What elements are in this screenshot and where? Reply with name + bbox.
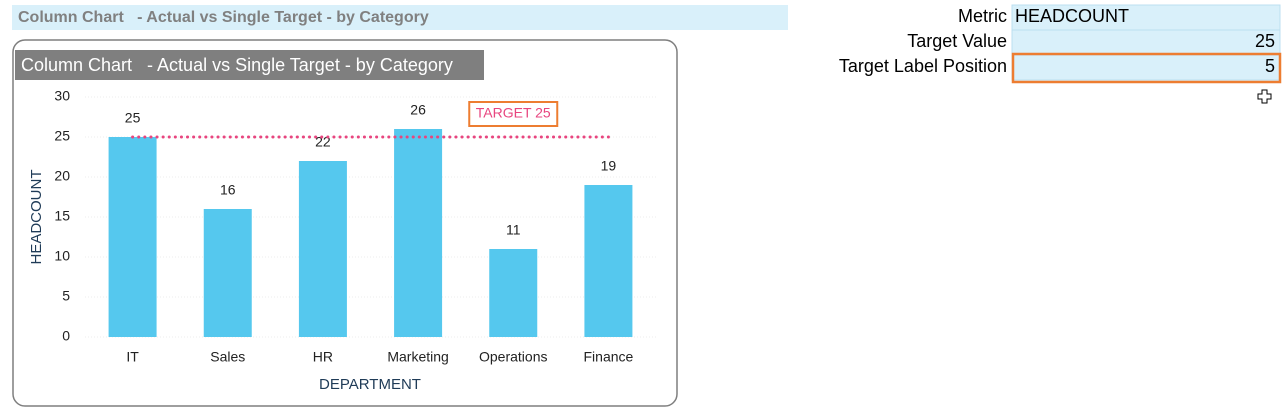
cell-value: 5 xyxy=(1265,56,1275,76)
x-tick-label: IT xyxy=(126,349,139,365)
selected-cell xyxy=(1011,52,1282,84)
bar xyxy=(394,129,443,337)
y-tick-label: 0 xyxy=(62,328,70,344)
bar xyxy=(203,209,252,337)
bar xyxy=(108,137,157,337)
y-tick-label: 15 xyxy=(54,208,70,224)
sheet: Metric HEADCOUNT Target Value 25 Target Labe… xyxy=(839,4,1282,84)
y-tick-label: 10 xyxy=(54,248,70,264)
data-label: 19 xyxy=(601,158,617,174)
cell xyxy=(1011,54,1281,81)
row-label: Target Label Position xyxy=(839,56,1007,76)
cell-value: 25 xyxy=(1255,31,1275,51)
cell xyxy=(1011,4,1281,31)
y-tick-label: 20 xyxy=(54,168,70,184)
x-tick-label: Finance xyxy=(584,349,634,365)
chart-title-box xyxy=(15,50,484,80)
row-label: Metric xyxy=(958,6,1007,26)
x-tick-label: Sales xyxy=(210,349,245,365)
cell xyxy=(1011,29,1281,56)
x-tick-label: HR xyxy=(313,349,333,365)
bar xyxy=(584,185,633,337)
y-tick-label: 25 xyxy=(54,128,70,144)
chart-title: Column Chart - Actual vs Single Target -… xyxy=(21,55,453,75)
y-axis-label: HEADCOUNT xyxy=(28,169,45,264)
bar xyxy=(298,161,347,337)
data-label: 11 xyxy=(506,222,521,238)
x-axis-label: DEPARTMENT xyxy=(319,376,421,393)
target-label-box xyxy=(468,101,559,127)
banner xyxy=(12,5,788,30)
banner-title: Column Chart - Actual vs Single Target -… xyxy=(18,9,429,26)
target-label: TARGET 25 xyxy=(476,105,551,121)
cursor xyxy=(1257,89,1272,104)
bar xyxy=(489,249,538,337)
data-label: 16 xyxy=(220,182,236,198)
y-tick-label: 30 xyxy=(54,88,70,104)
data-label: 26 xyxy=(410,102,426,118)
row-label: Target Value xyxy=(907,31,1007,51)
data-label: 25 xyxy=(125,110,141,126)
y-tick-label: 5 xyxy=(62,288,70,304)
cell-value: HEADCOUNT xyxy=(1015,6,1129,26)
x-tick-label: Operations xyxy=(479,349,547,365)
x-tick-label: Marketing xyxy=(387,349,448,365)
